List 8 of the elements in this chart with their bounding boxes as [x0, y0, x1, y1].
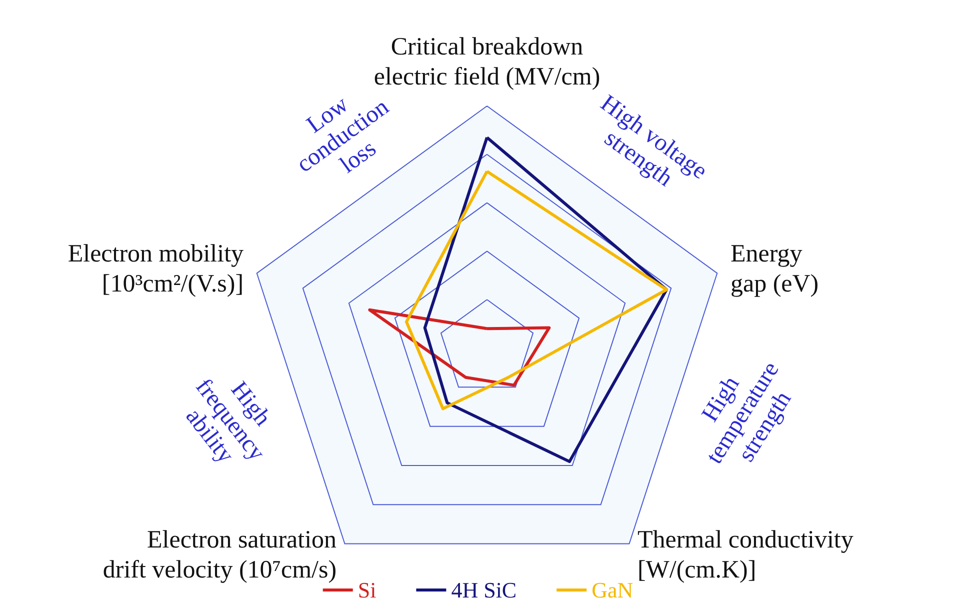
legend-label: GaN [592, 578, 634, 602]
legend-label: 4H SiC [451, 578, 517, 602]
spoke-label: Electron mobility [10³cm²/(V.s)] [68, 240, 244, 298]
spoke-label: Electron saturation drift velocity (10⁷cm/s) [102, 526, 338, 584]
spoke-label: Energy gap (eV) [730, 240, 819, 298]
legend-label: Si [358, 578, 376, 602]
spoke-label: Critical breakdown electric field (MV/cm) [374, 34, 600, 90]
spoke-label: Thermal conductivity [W/(cm.K)] [637, 526, 854, 584]
